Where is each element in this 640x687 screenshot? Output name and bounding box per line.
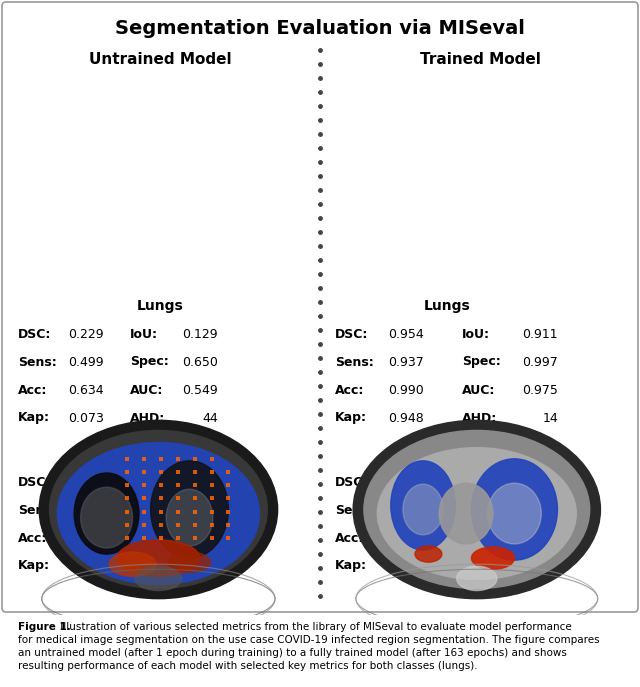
Ellipse shape [378, 448, 576, 579]
Text: 14: 14 [542, 412, 558, 425]
Ellipse shape [81, 487, 132, 548]
Text: 0.854: 0.854 [388, 559, 424, 572]
Text: Acc:: Acc: [335, 383, 364, 396]
Text: AUC:: AUC: [130, 532, 163, 545]
Text: 0.073: 0.073 [68, 412, 104, 425]
Text: 0.113: 0.113 [182, 475, 218, 488]
Ellipse shape [403, 484, 444, 534]
Ellipse shape [117, 540, 200, 576]
Text: 0.750: 0.750 [522, 475, 558, 488]
Text: 0.177: 0.177 [68, 559, 104, 572]
Text: AUC:: AUC: [462, 383, 495, 396]
Text: Acc:: Acc: [335, 532, 364, 545]
Ellipse shape [135, 566, 182, 591]
Text: Lungs: Lungs [424, 299, 470, 313]
Text: 0.499: 0.499 [68, 355, 104, 368]
Ellipse shape [364, 431, 589, 589]
Text: 0.634: 0.634 [68, 383, 104, 396]
Ellipse shape [353, 420, 600, 598]
Text: 69: 69 [202, 559, 218, 572]
Ellipse shape [74, 473, 139, 554]
Text: Sens:: Sens: [18, 355, 57, 368]
Text: AUC:: AUC: [462, 532, 495, 545]
Text: AHD:: AHD: [130, 559, 165, 572]
Text: IoU:: IoU: [462, 475, 490, 488]
Text: Spec:: Spec: [462, 504, 500, 517]
Text: DSC:: DSC: [335, 475, 369, 488]
Text: for medical image segmentation on the use case COVID-19 infected region segmenta: for medical image segmentation on the us… [18, 635, 600, 645]
Text: Segmentation Evaluation via MISeval: Segmentation Evaluation via MISeval [115, 19, 525, 38]
Text: resulting performance of each model with selected key metrics for both classes (: resulting performance of each model with… [18, 661, 477, 671]
Ellipse shape [169, 552, 210, 572]
Text: 0.963: 0.963 [182, 504, 218, 517]
Ellipse shape [439, 483, 493, 544]
Text: AHD:: AHD: [130, 412, 165, 425]
Text: Kap:: Kap: [18, 559, 50, 572]
Text: 0.858: 0.858 [388, 475, 424, 488]
Text: an untrained model (after 1 epoch during training) to a fully trained model (aft: an untrained model (after 1 epoch during… [18, 648, 567, 658]
Text: 0.997: 0.997 [522, 355, 558, 368]
Text: 0.947: 0.947 [68, 532, 104, 545]
Text: 62: 62 [542, 559, 558, 572]
Text: IoU:: IoU: [130, 328, 158, 341]
Text: 0.203: 0.203 [68, 475, 104, 488]
Ellipse shape [457, 566, 497, 591]
Ellipse shape [150, 461, 228, 558]
Text: 0.779: 0.779 [182, 532, 218, 545]
Text: Untrained Model: Untrained Model [89, 52, 231, 67]
Text: Lungs: Lungs [136, 299, 184, 313]
Text: 0.650: 0.650 [182, 355, 218, 368]
Text: IoU:: IoU: [130, 475, 158, 488]
Ellipse shape [49, 431, 268, 589]
Text: 0.992: 0.992 [388, 532, 424, 545]
Ellipse shape [58, 442, 259, 585]
Text: Illustration of various selected metrics from the library of MISeval to evaluate: Illustration of various selected metrics… [57, 622, 572, 632]
Ellipse shape [391, 461, 455, 550]
Text: DSC:: DSC: [18, 328, 51, 341]
Text: AHD:: AHD: [462, 412, 497, 425]
Ellipse shape [415, 546, 442, 562]
Text: DSC:: DSC: [335, 328, 369, 341]
Ellipse shape [488, 483, 541, 544]
Text: COVID-19: COVID-19 [410, 449, 484, 463]
Ellipse shape [472, 547, 515, 570]
Text: 0.954: 0.954 [388, 328, 424, 341]
Text: Spec:: Spec: [130, 504, 169, 517]
Text: 0.279: 0.279 [68, 504, 104, 517]
Text: Sens:: Sens: [335, 504, 374, 517]
Text: 0.229: 0.229 [68, 328, 104, 341]
Text: Sens:: Sens: [18, 504, 57, 517]
Text: AUC:: AUC: [130, 383, 163, 396]
Text: 44: 44 [202, 412, 218, 425]
Ellipse shape [109, 552, 156, 576]
Text: Kap:: Kap: [335, 412, 367, 425]
Ellipse shape [472, 459, 557, 560]
Text: Sens:: Sens: [335, 355, 374, 368]
Text: 0.948: 0.948 [388, 412, 424, 425]
Text: Acc:: Acc: [18, 383, 47, 396]
Text: Trained Model: Trained Model [420, 52, 540, 67]
Ellipse shape [39, 420, 278, 598]
Text: COVID-19: COVID-19 [123, 449, 197, 463]
Text: 0.549: 0.549 [182, 383, 218, 396]
Text: AHD:: AHD: [462, 559, 497, 572]
Text: 0.129: 0.129 [182, 328, 218, 341]
Text: DSC:: DSC: [18, 475, 51, 488]
Text: 0.911: 0.911 [522, 328, 558, 341]
Text: Figure 1.: Figure 1. [18, 622, 71, 632]
Text: 0.975: 0.975 [522, 383, 558, 396]
Text: Kap:: Kap: [18, 412, 50, 425]
Text: 0.939: 0.939 [388, 504, 424, 517]
Text: IoU:: IoU: [462, 328, 490, 341]
Text: Acc:: Acc: [18, 532, 47, 545]
FancyBboxPatch shape [2, 2, 638, 612]
Text: 0.937: 0.937 [388, 355, 424, 368]
Text: 0.994: 0.994 [522, 532, 558, 545]
Text: Spec:: Spec: [130, 355, 169, 368]
Text: Spec:: Spec: [462, 355, 500, 368]
Text: Kap:: Kap: [335, 559, 367, 572]
Text: 0.994: 0.994 [522, 504, 558, 517]
Text: 0.990: 0.990 [388, 383, 424, 396]
Ellipse shape [166, 489, 213, 546]
